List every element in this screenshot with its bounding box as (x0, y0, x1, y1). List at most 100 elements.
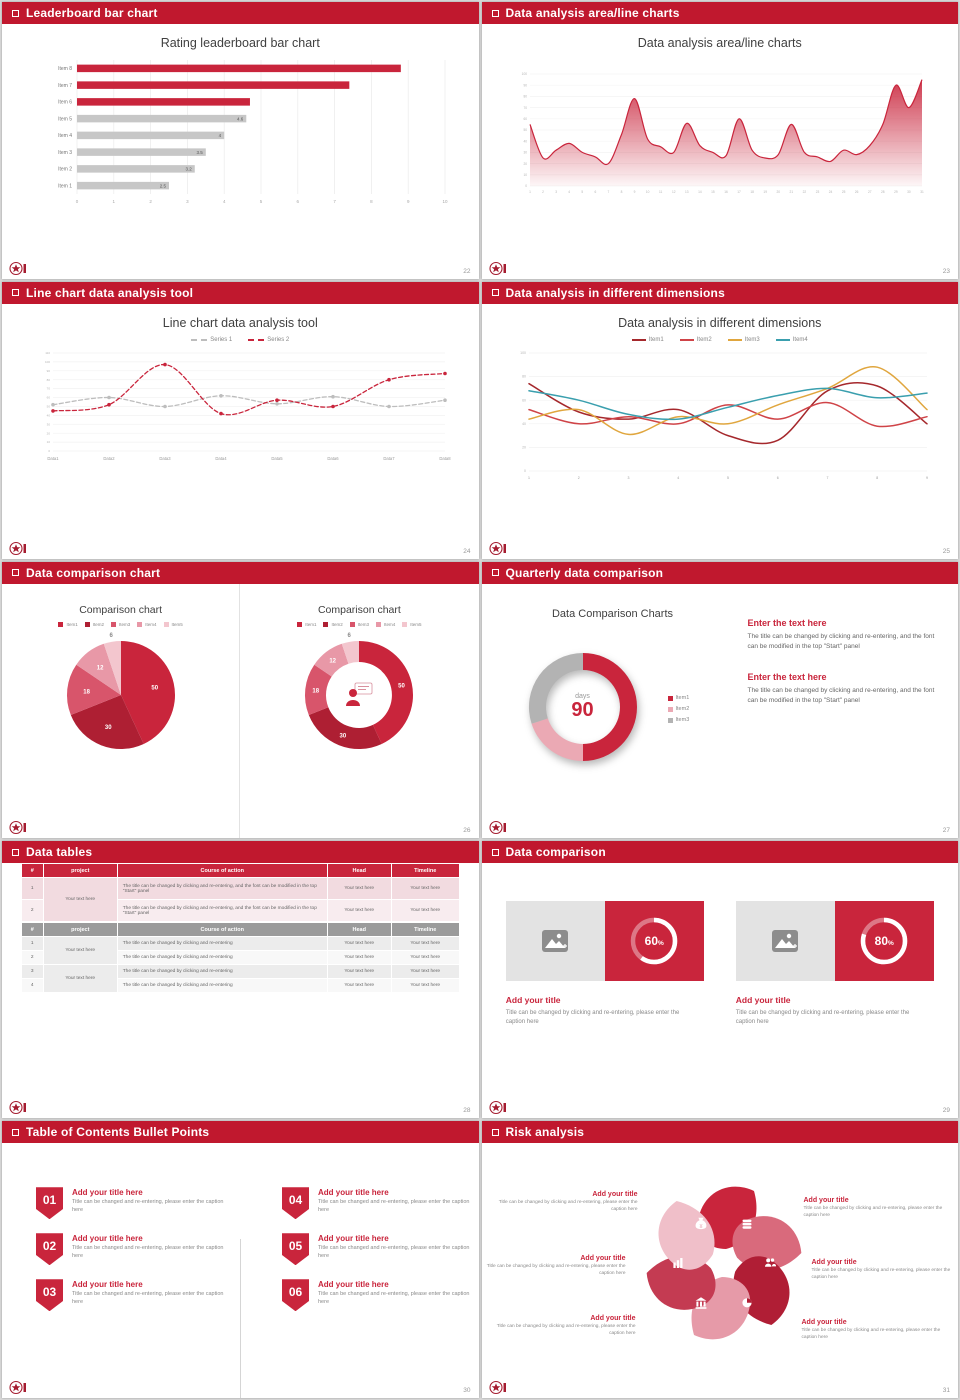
page-number: 24 (463, 547, 471, 555)
cell-head: Your text here (326, 936, 392, 952)
image-placeholder-icon (542, 930, 569, 953)
university-logo-icon (9, 261, 27, 276)
svg-text:70: 70 (523, 106, 527, 110)
cell-timeline: Your text here (390, 899, 460, 923)
table-row: 4 The title can be changed by clicking a… (20, 978, 460, 994)
legend-label: Item2 (696, 336, 712, 343)
item-number: 03 (42, 1284, 57, 1299)
cell-head: Your text here (326, 978, 392, 994)
slide-header: Data comparison (481, 841, 958, 864)
slide-toc-bullets[interactable]: Table of Contents Bullet Points 01 Add y… (2, 1121, 479, 1398)
svg-text:Data4: Data4 (216, 456, 228, 461)
slide-header-title: Data analysis area/line charts (505, 6, 680, 20)
svg-text:60: 60 (47, 395, 51, 399)
slide-line-chart-tool[interactable]: Line chart data analysis tool Line chart… (2, 281, 479, 559)
cell-project: Your text here (42, 877, 118, 923)
table-row: 1 Your text here The title can be change… (20, 877, 460, 923)
page-number: 23 (942, 267, 950, 275)
series-marker (727, 338, 742, 341)
svg-text:20: 20 (522, 445, 526, 449)
svg-text:50: 50 (151, 685, 158, 691)
svg-text:18: 18 (83, 689, 90, 695)
slide-area-line-charts[interactable]: Data analysis area/line charts Data anal… (481, 2, 958, 279)
number-badge: 06 (282, 1279, 309, 1312)
chart-legend: Series 1 Series 2 (2, 337, 479, 343)
percent-value: 60 (644, 934, 659, 949)
slide-comparison-pies[interactable]: Data comparison chart Comparison chart I… (2, 561, 479, 839)
block-caption: Title can be changed by clicking and re-… (811, 1268, 951, 1281)
svg-text:Data1: Data1 (48, 456, 60, 461)
legend-item: Item1 (631, 337, 664, 343)
legend-item: Item1 (58, 621, 78, 627)
percent-value: 80 (874, 934, 889, 949)
svg-text:Item 8: Item 8 (58, 66, 72, 72)
column-header: Head (326, 922, 392, 938)
swatch (323, 621, 329, 627)
legend-label: Item3 (675, 717, 690, 724)
progress-percent: 60% (645, 934, 664, 948)
slide-dimensions[interactable]: Data analysis in different dimensions Da… (481, 281, 958, 559)
slide-data-comparison-cards[interactable]: Data comparison 60% Add your title Title… (481, 841, 958, 1119)
svg-text:¥: ¥ (699, 1224, 703, 1230)
table-row: 2 The title can be changed by clicking a… (20, 950, 460, 966)
block-title: Add your title (590, 1315, 636, 1323)
swatch (376, 621, 381, 627)
legend-label: Item1 (305, 621, 317, 627)
legend-item: Item1 (297, 621, 317, 627)
legend-item: Item1 (667, 695, 689, 701)
svg-text:2: 2 (578, 476, 580, 480)
column-header: project (42, 863, 118, 879)
money-bag-icon: ¥ (695, 1217, 706, 1230)
svg-text:90: 90 (47, 369, 51, 373)
number-badge: 03 (36, 1279, 63, 1312)
square-bullet-icon (491, 569, 499, 577)
slide-quarterly-comparison[interactable]: Quarterly data comparison Data Compariso… (481, 561, 958, 839)
risk-block: Add your title Title can be changed by cl… (812, 1259, 954, 1282)
square-bullet-icon (12, 848, 19, 856)
item-number: 01 (42, 1192, 57, 1207)
svg-text:9: 9 (407, 199, 410, 204)
legend-item: Item4 (775, 337, 808, 343)
cell-course: The title can be changed by clicking and… (116, 964, 328, 980)
item-number: 05 (288, 1238, 303, 1253)
page-number: 26 (463, 827, 471, 835)
svg-text:50: 50 (523, 128, 527, 132)
slide-header: Data analysis area/line charts (481, 2, 958, 24)
svg-text:Item 1: Item 1 (58, 183, 72, 189)
donut-center-label: days 90 (571, 693, 593, 721)
slide-risk-analysis[interactable]: Risk analysis ¥ Add your title Title can … (481, 1121, 958, 1398)
square-bullet-icon (12, 569, 19, 577)
bank-icon (695, 1297, 706, 1309)
page-number: 31 (942, 1386, 950, 1394)
slide-header-title: Data comparison chart (26, 565, 161, 580)
chart-title: Line chart data analysis tool (162, 315, 318, 330)
svg-text:10: 10 (523, 173, 527, 177)
svg-text:18: 18 (750, 190, 754, 194)
svg-text:5: 5 (727, 476, 729, 480)
svg-text:14: 14 (698, 190, 702, 194)
center-value: 90 (571, 698, 594, 721)
svg-text:4.6: 4.6 (237, 116, 244, 121)
chart-title: Data analysis in different dimensions (618, 315, 822, 330)
svg-text:60: 60 (522, 398, 526, 402)
svg-text:12: 12 (330, 658, 337, 664)
slide-leaderboard-bar-chart[interactable]: Leaderboard bar chart Rating leaderboard… (2, 2, 479, 279)
line-chart: 0 10 20 30 40 50 60 70 80 90 100 110 Data1 Data2 Data3… (45, 351, 451, 461)
series-marker (631, 338, 646, 341)
svg-text:7: 7 (826, 476, 828, 480)
swatch (667, 706, 673, 712)
item-title: Add your title here (72, 1188, 143, 1198)
svg-text:Data6: Data6 (328, 456, 340, 461)
slide-data-tables[interactable]: Data tables # project Course of action H… (2, 841, 479, 1119)
item-caption: Title can be changed and re-entering, pl… (72, 1199, 224, 1213)
legend-item: Item2 (679, 336, 712, 343)
slide-header: Data analysis in different dimensions (481, 281, 958, 304)
data-table-gray: # project Course of action Head Timeline… (20, 922, 460, 994)
svg-text:Data5: Data5 (272, 456, 284, 461)
column-header: Head (326, 863, 392, 879)
svg-text:25: 25 (842, 190, 846, 194)
legend-item: Item4 (137, 621, 157, 627)
svg-text:3.2: 3.2 (186, 167, 193, 172)
svg-text:5: 5 (581, 190, 583, 194)
cell-head: Your text here (326, 964, 392, 980)
